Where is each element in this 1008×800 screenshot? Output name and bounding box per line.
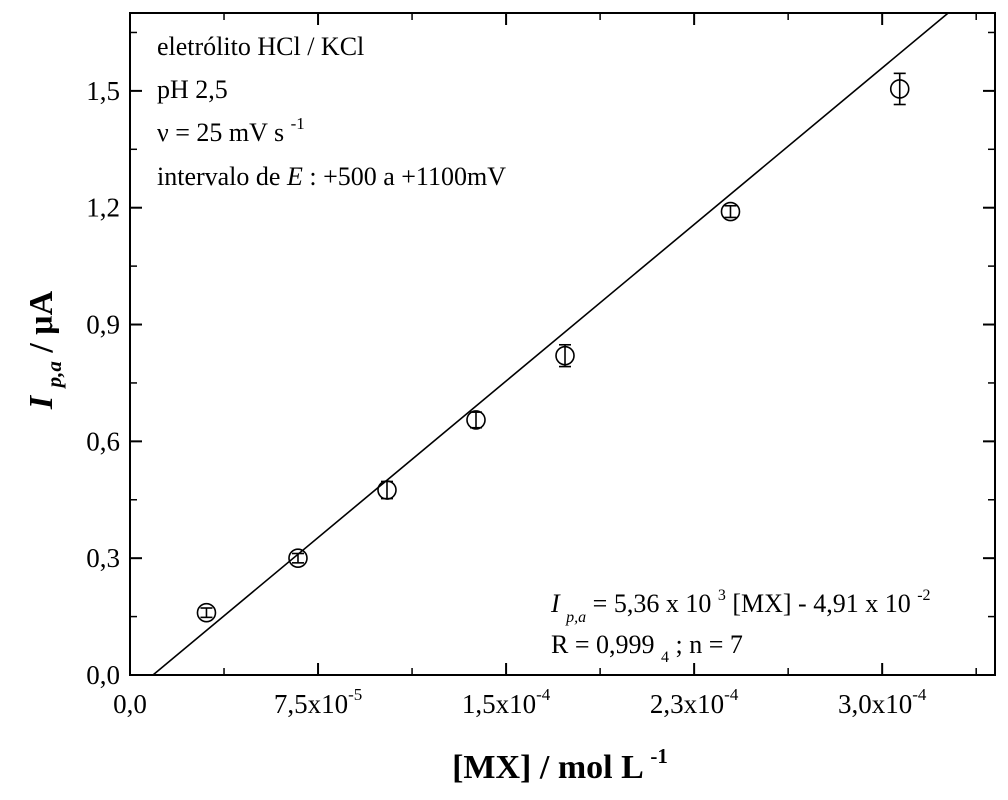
y-axis-title-sub: p,a	[42, 361, 66, 389]
data-point	[466, 410, 486, 430]
regression-r-n: R = 0,999 4 ; n = 7	[551, 630, 743, 668]
range-E: E	[286, 162, 303, 191]
eq-rest: [MX] - 4,91 x 10	[732, 589, 910, 618]
scan-rate-sup: -1	[291, 114, 305, 133]
tick-labels: 0,0 0,3 0,6 0,9 1,2 1,5 0,0 7,5x10-5 1,5x10-4 2,3…	[86, 76, 927, 719]
y-tick-label: 0,6	[86, 426, 120, 456]
plot-frame	[129, 12, 996, 676]
fit-line	[152, 12, 949, 676]
x-tick-label: 2,3x10-4	[650, 685, 739, 719]
r-sub: 4	[661, 649, 669, 666]
eq-sub: p,a	[565, 609, 586, 626]
eq-mid: = 5,36 x 10	[593, 589, 712, 618]
r-post: ; n = 7	[676, 630, 743, 659]
y-tick-label: 0,3	[86, 543, 120, 573]
data-point	[377, 480, 397, 500]
x-tick-label: 3,0x10-4	[838, 685, 927, 719]
scan-rate-main: ν = 25 mV s	[157, 118, 284, 147]
x-tick-label: 7,5x10-5	[274, 685, 362, 719]
data-points	[196, 72, 910, 623]
annotation-ph: pH 2,5	[157, 75, 228, 104]
data-point	[720, 201, 741, 222]
data-point	[889, 79, 910, 99]
y-tick-label: 0,0	[86, 660, 120, 690]
range-pre: intervalo de	[157, 162, 287, 191]
x-axis-title: [MX] / mol L -1	[452, 744, 668, 786]
y-tick-label: 1,5	[86, 76, 120, 106]
annotation-electrolyte: eletrólito HCl / KCl	[157, 32, 364, 61]
x-tick-label: 0,0	[113, 689, 147, 719]
x-axis-title-main: [MX] / mol L	[452, 749, 643, 786]
r-pre: R = 0,999	[551, 630, 655, 659]
y-tick-label: 1,2	[86, 193, 120, 223]
y-axis-title-rest: / μA	[23, 290, 60, 353]
x-axis-title-sup: -1	[650, 744, 668, 768]
eq-I: I	[550, 589, 561, 618]
y-axis-title-I: I	[23, 394, 60, 410]
data-point	[288, 548, 308, 568]
fit-line-group	[152, 12, 949, 676]
y-tick-label: 0,9	[86, 310, 120, 340]
y-axis-title: I p,a / μA	[23, 290, 69, 410]
eq-sup1: 3	[718, 587, 726, 604]
annotation-scan-rate: ν = 25 mV s -1	[157, 114, 305, 147]
annotation-potential-range: intervalo de E : +500 a +1100mV	[157, 162, 506, 191]
range-post: : +500 a +1100mV	[309, 162, 506, 191]
x-tick-label: 1,5x10-4	[462, 685, 551, 719]
ticks	[129, 13, 995, 676]
data-point	[555, 345, 575, 366]
data-point	[196, 602, 217, 623]
eq-sup2: -2	[917, 587, 930, 604]
regression-equation: I p,a = 5,36 x 10 3 [MX] - 4,91 x 10 -2	[550, 577, 931, 628]
